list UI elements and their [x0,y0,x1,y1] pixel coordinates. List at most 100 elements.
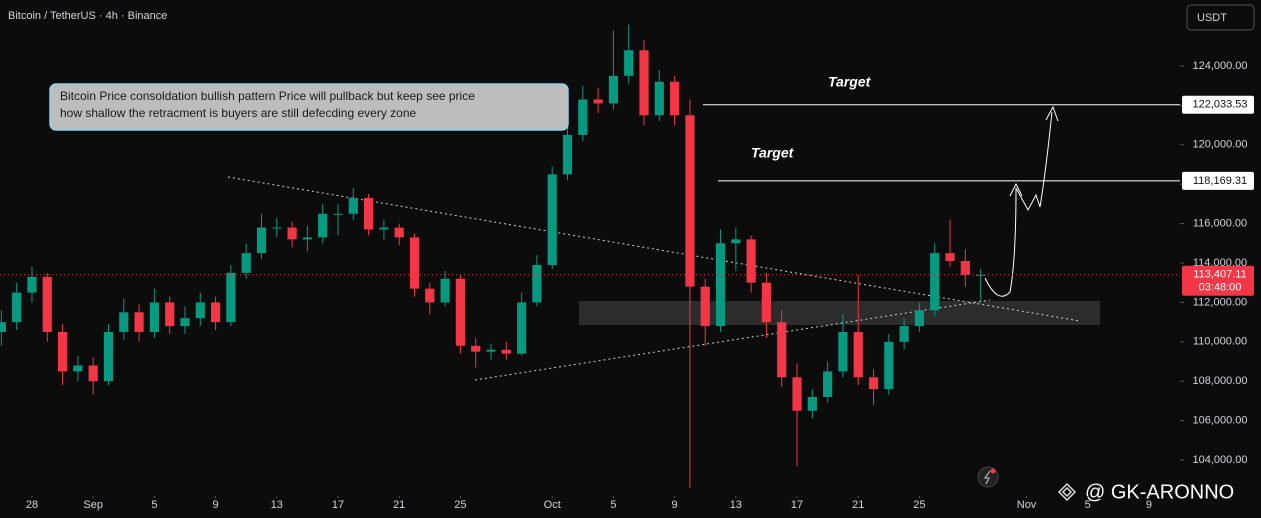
watermark: @ GK-ARONNO [1085,481,1234,503]
candle-body [409,237,420,289]
candle-body [608,75,619,104]
candle-body [165,302,175,327]
x-tick-label: 17 [791,499,803,511]
candle-body [532,264,542,303]
candle-body [562,134,573,175]
candle-body [27,276,37,293]
x-tick-label: 9 [1146,499,1152,511]
y-tick-label: 112,000.00 [1193,296,1247,308]
target-label: 118,169.31 [1193,175,1247,187]
x-tick-label: 21 [852,499,864,511]
candle-body [57,331,68,372]
candle-body [838,331,848,372]
candle-body [471,345,481,352]
target-text: Target [751,145,795,161]
candle-body [517,302,527,354]
currency-label: USDT [1197,12,1227,24]
candle-body [241,253,251,273]
price-axis [1180,0,1261,518]
candle-body [272,227,282,229]
x-tick-label: 9 [213,499,219,511]
y-tick-label: 104,000.00 [1192,454,1247,466]
candle-body [547,174,557,265]
candle-body [455,278,465,346]
candle-body [853,331,863,378]
y-tick-label: 120,000.00 [1192,139,1247,151]
x-tick-label: 25 [913,499,925,511]
target-tag [1182,95,1254,114]
candle-body [731,239,741,244]
annotation-text: Bitcoin Price consoldation bullish patte… [60,89,475,103]
candle-body [12,292,22,323]
alert-dot [990,468,996,474]
candle-body [256,227,267,254]
candle-body [700,286,710,327]
candles [0,24,986,488]
countdown-label: 03:48:00 [1199,282,1242,294]
candle-body [42,276,52,332]
candle-body [593,99,603,104]
projection-path [984,105,1059,297]
x-tick-label: 25 [454,499,466,511]
target-tag [1182,171,1254,190]
candle-body [761,282,772,323]
annotation-box [49,83,569,131]
last-price-tag [1182,265,1254,296]
x-tick-label: 13 [730,499,742,511]
x-tick-label: 5 [1085,499,1091,511]
candle-body [88,365,98,382]
y-tick-label: 108,000.00 [1192,375,1247,387]
candle-body [501,349,511,354]
candle-body [960,261,970,275]
candle-body [578,99,588,135]
trendline-lower [474,299,991,381]
candle-body [670,81,680,116]
candle-body [746,239,756,283]
candle-body [302,237,312,240]
candle-body [0,322,6,332]
target-text: Target [828,74,872,90]
x-tick-label: Nov [1017,499,1037,511]
x-tick-label: Oct [544,499,561,511]
x-tick-label: 9 [672,499,678,511]
candle-body [195,302,205,319]
candle-body [899,326,909,342]
chart-title: Bitcoin / TetherUS · 4h · Binance [8,10,167,22]
candle-body [73,365,83,372]
candle-body [364,198,374,230]
candle-body [103,331,114,382]
candle-body [945,253,955,262]
candle-body [823,371,833,398]
candle-body [884,341,894,390]
candle-body [914,310,925,327]
candle-body [715,243,726,327]
candle-body [440,278,450,303]
candle-body [425,288,435,303]
support-zone [579,301,1100,325]
x-tick-label: 5 [610,499,616,511]
candle-body [486,349,496,352]
logo-icon [1057,482,1077,502]
candle-body [654,81,664,116]
candle-body [777,322,787,378]
currency-button[interactable] [1186,4,1255,31]
alert-bolt [983,470,991,485]
annotation-text: how shallow the retracment is buyers are… [60,106,417,120]
y-tick-label: 116,000.00 [1193,218,1247,230]
x-tick-label: 28 [26,499,38,511]
y-tick-label: 124,000.00 [1192,60,1247,72]
x-tick-label: 13 [271,499,283,511]
candle-body [394,227,404,238]
candle-body [210,302,221,323]
candle-body [180,318,190,327]
target-label: 122,033.53 [1192,99,1247,111]
candle-body [379,227,389,230]
y-tick-label: 110,000.00 [1193,336,1247,348]
x-tick-label: Sep [83,499,103,511]
candle-body [119,312,129,332]
candle-body [807,397,817,411]
candle-body [624,50,634,76]
x-tick-label: 5 [151,499,157,511]
x-tick-label: 21 [393,499,405,511]
